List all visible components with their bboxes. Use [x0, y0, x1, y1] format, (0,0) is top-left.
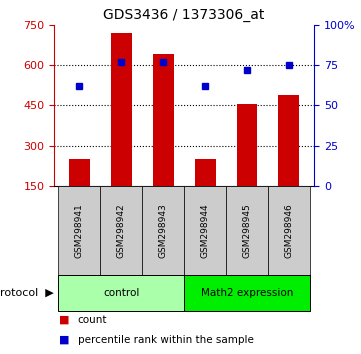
Bar [278, 95, 299, 186]
Bar [153, 54, 174, 186]
Text: control: control [103, 288, 139, 298]
Bar [184, 275, 310, 311]
Text: count: count [78, 315, 107, 325]
Text: GSM298941: GSM298941 [75, 203, 84, 258]
Bar [69, 159, 90, 186]
Text: GSM298942: GSM298942 [117, 203, 126, 258]
Title: GDS3436 / 1373306_at: GDS3436 / 1373306_at [103, 8, 265, 22]
Text: GSM298943: GSM298943 [158, 203, 168, 258]
Text: percentile rank within the sample: percentile rank within the sample [78, 335, 253, 345]
Text: GSM298946: GSM298946 [284, 203, 293, 258]
Bar [58, 186, 100, 275]
Bar [184, 186, 226, 275]
Bar [236, 104, 257, 186]
Bar [268, 186, 310, 275]
Text: GSM298944: GSM298944 [201, 203, 210, 258]
Bar [142, 186, 184, 275]
Bar [100, 186, 142, 275]
Text: protocol  ▶: protocol ▶ [0, 288, 53, 298]
Text: ■: ■ [59, 335, 70, 345]
Text: Math2 expression: Math2 expression [201, 288, 293, 298]
Text: GSM298945: GSM298945 [243, 203, 252, 258]
Bar [58, 275, 184, 311]
Bar [226, 186, 268, 275]
Bar [195, 159, 216, 186]
Bar [111, 33, 132, 186]
Text: ■: ■ [59, 315, 70, 325]
